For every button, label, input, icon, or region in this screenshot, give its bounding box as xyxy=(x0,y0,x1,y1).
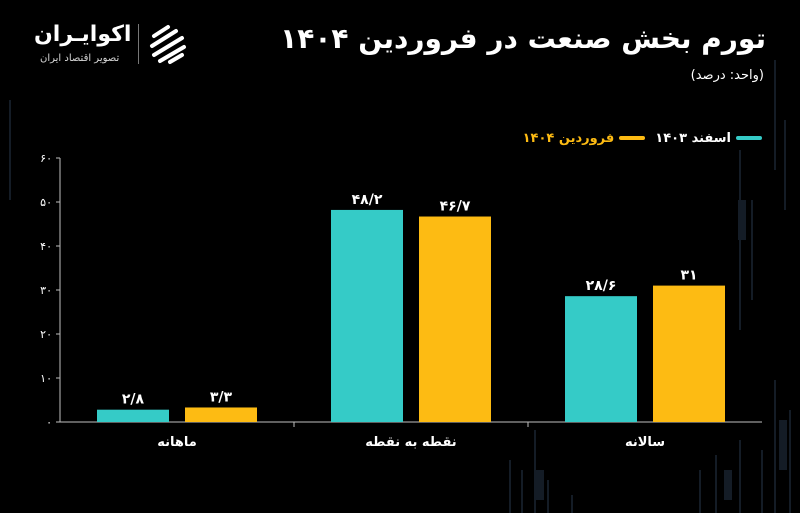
legend-swatch-series1 xyxy=(736,136,762,140)
legend-label-series2: فروردین ۱۴۰۴ xyxy=(522,130,615,146)
x-category-label: سالانه xyxy=(625,435,665,450)
legend-label-series1: اسفند ۱۴۰۳ xyxy=(655,130,731,146)
y-tick-label: ۲۰ xyxy=(40,328,52,341)
bar-1 xyxy=(331,209,403,422)
data-label: ۳/۳ xyxy=(210,389,233,405)
logo-divider xyxy=(138,24,139,64)
data-label: ۴۸/۲ xyxy=(352,192,383,208)
y-tick-label: ۴۰ xyxy=(40,240,52,253)
y-tick-label: ۱۰ xyxy=(40,372,52,385)
y-tick-label: ۵۰ xyxy=(40,196,52,209)
y-tick-label: ۰ xyxy=(46,416,52,429)
bar-2 xyxy=(419,216,491,422)
logo-tagline: تصویر اقتصاد ایران xyxy=(40,53,120,64)
legend-swatch-series2 xyxy=(619,136,646,140)
bar-2 xyxy=(185,407,257,422)
legend-item-series1: اسفند ۱۴۰۳ xyxy=(655,131,762,146)
chart-legend: اسفند ۱۴۰۳ فروردین ۱۴۰۴ xyxy=(523,128,762,148)
x-category-label: نقطه به نقطه xyxy=(365,435,456,450)
bar-1 xyxy=(565,296,637,422)
legend-item-series2: فروردین ۱۴۰۴ xyxy=(523,131,646,146)
logo-name: اکوایـران xyxy=(34,22,132,47)
data-label: ۳۱ xyxy=(680,268,697,284)
page-title: تورم بخش صنعت در فروردین ۱۴۰۴ xyxy=(280,22,766,55)
ecoiran-logo: اکوایـران تصویر اقتصاد ایران xyxy=(26,20,196,70)
y-tick-label: ۶۰ xyxy=(40,152,52,165)
data-label: ۲۸/۶ xyxy=(586,278,617,294)
logo-mark-icon xyxy=(150,25,186,64)
x-category-label: ماهانه xyxy=(157,435,197,450)
unit-subtitle: (واحد: درصد) xyxy=(690,68,764,83)
bar-2 xyxy=(653,285,725,422)
data-label: ۲/۸ xyxy=(122,392,145,408)
bar-1 xyxy=(97,409,169,422)
y-tick-label: ۳۰ xyxy=(40,284,52,297)
data-label: ۴۶/۷ xyxy=(440,199,471,215)
